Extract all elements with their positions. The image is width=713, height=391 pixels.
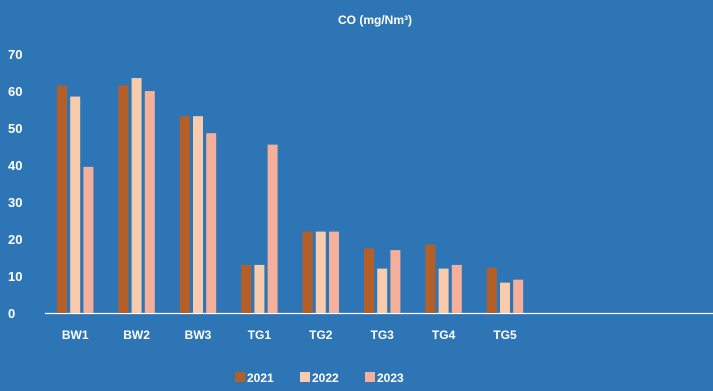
legend-label: 2022 — [312, 371, 339, 385]
bar-tg4-2023 — [451, 264, 462, 313]
bar-tg2-2021 — [302, 231, 313, 313]
y-tick-label: 70 — [8, 47, 22, 62]
y-tick-label: 30 — [8, 195, 22, 210]
bar-tg4-2022 — [438, 268, 449, 313]
legend: 2021 2022 2023 — [235, 371, 404, 385]
bar-tg3-2022 — [377, 268, 388, 313]
y-tick-label: 60 — [8, 84, 22, 99]
bar-tg1-2023 — [267, 144, 278, 313]
legend-label: 2023 — [377, 371, 404, 385]
bar-tg2-2023 — [329, 231, 339, 313]
bar-tg5-2021 — [486, 267, 497, 313]
bar-bw3-2023 — [206, 133, 217, 313]
x-tick-label: TG2 — [309, 328, 333, 342]
x-tick-label: BW3 — [185, 328, 212, 342]
bar-tg3-2021 — [364, 248, 374, 313]
x-axis: BW1 BW2 BW3 TG1 TG2 TG3 TG4 TG5 — [45, 312, 713, 342]
bar-tg1-2021 — [241, 264, 252, 313]
bar-bw1-2023 — [83, 166, 94, 313]
y-axis: 0 10 20 30 40 50 60 70 — [8, 47, 22, 321]
bar-bw1-2022 — [70, 96, 81, 313]
x-tick-label: TG4 — [432, 328, 456, 342]
chart-title: CO (mg/Nm³) — [338, 13, 412, 27]
bar-tg5-2022 — [500, 282, 510, 313]
bar-tg3-2023 — [390, 250, 401, 313]
y-tick-label: 50 — [8, 121, 22, 136]
x-tick-label: BW2 — [123, 328, 150, 342]
y-tick-label: 10 — [8, 269, 22, 284]
bar-bw1-2021 — [57, 85, 67, 313]
bars-group — [57, 78, 524, 313]
bar-bw3-2021 — [179, 116, 190, 313]
legend-label: 2021 — [247, 371, 274, 385]
x-tick-label: TG1 — [248, 328, 272, 342]
x-tick-label: TG3 — [371, 328, 395, 342]
legend-swatch-2023 — [365, 372, 375, 382]
bar-tg1-2022 — [254, 264, 265, 313]
bar-bw3-2022 — [193, 116, 203, 313]
bar-tg4-2021 — [425, 244, 436, 313]
y-tick-label: 20 — [8, 232, 22, 247]
bar-tg2-2022 — [315, 231, 326, 313]
legend-swatch-2022 — [300, 372, 310, 382]
bar-bw2-2022 — [131, 78, 142, 313]
bar-bw2-2023 — [144, 91, 155, 313]
y-tick-label: 40 — [8, 158, 22, 173]
x-tick-label: BW1 — [62, 328, 89, 342]
y-tick-label: 0 — [8, 306, 15, 321]
legend-swatch-2021 — [235, 372, 245, 382]
x-tick-label: TG5 — [493, 328, 517, 342]
bar-tg5-2023 — [513, 279, 524, 313]
bar-bw2-2021 — [118, 85, 129, 313]
